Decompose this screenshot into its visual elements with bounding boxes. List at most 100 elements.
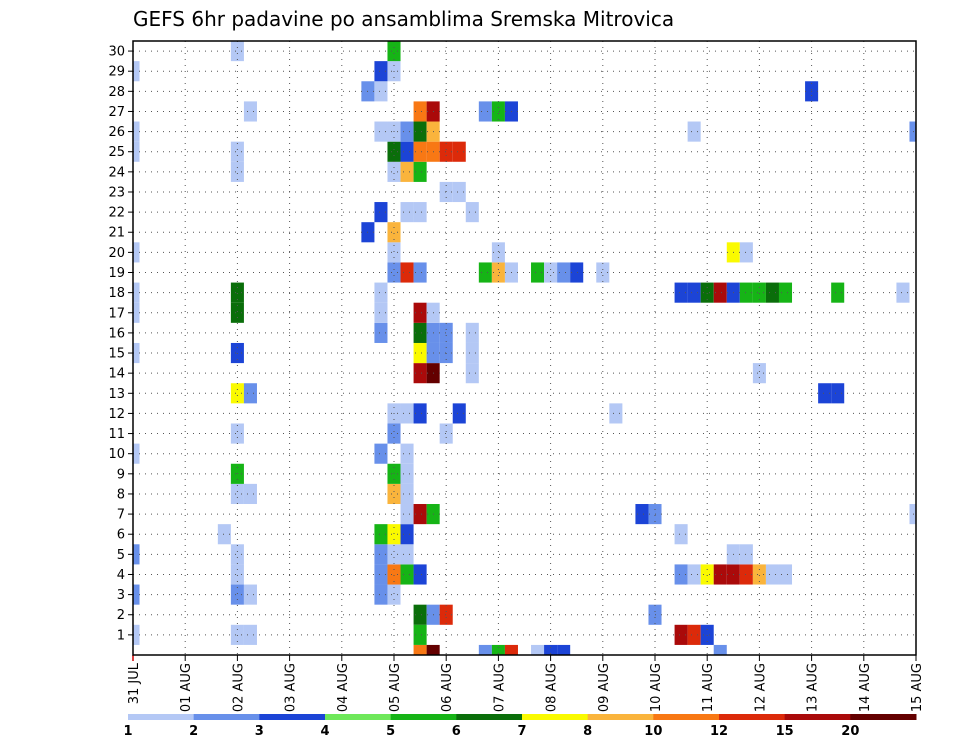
heatmap-cell	[243, 383, 257, 404]
y-tick-label: 18	[108, 286, 125, 301]
x-tick-label: 05 AUG	[388, 663, 403, 712]
heatmap-cell	[230, 383, 244, 404]
legend: 1 2 3 4 5 6 7 8 10 12 15 20	[123, 714, 917, 739]
heatmap-cell	[687, 121, 701, 142]
heatmap-cell	[452, 141, 466, 162]
heatmap-cell	[478, 101, 492, 122]
heatmap-cell	[778, 564, 793, 585]
heatmap-cell	[400, 403, 414, 424]
heatmap-cell	[439, 604, 453, 625]
heatmap-cell	[133, 584, 140, 605]
y-tick-label: 21	[108, 226, 125, 241]
heatmap-cell	[230, 141, 244, 162]
heatmap-cell	[831, 282, 845, 303]
heatmap-cell	[374, 564, 388, 585]
y-tick-label: 11	[108, 427, 125, 442]
x-tick-label: 12 AUG	[753, 663, 768, 712]
heatmap-cell	[557, 644, 571, 655]
heatmap-cell	[739, 242, 753, 263]
heatmap-cell	[387, 222, 401, 243]
heatmap-cell	[413, 141, 427, 162]
heatmap-cell	[544, 262, 558, 283]
heatmap-cell	[570, 262, 584, 283]
y-tick-label: 30	[108, 45, 125, 60]
y-tick-label: 17	[108, 306, 125, 321]
heatmap-cell	[831, 383, 845, 404]
heatmap-cell	[439, 141, 453, 162]
heatmap-cell	[765, 564, 779, 585]
y-tick-label: 6	[117, 528, 125, 543]
heatmap-cell	[713, 282, 727, 303]
heatmap-cell	[387, 161, 401, 182]
x-tick-label: 15 AUG	[910, 663, 925, 712]
heatmap-cell	[491, 101, 505, 122]
heatmap-cell	[400, 564, 414, 585]
y-tick-label: 15	[108, 347, 125, 362]
heatmap-cell	[230, 423, 244, 444]
y-tick-label: 24	[108, 165, 125, 180]
legend-label: 5	[386, 724, 395, 739]
legend-swatch	[587, 714, 654, 720]
legend-swatch	[193, 714, 260, 720]
heatmap-cell	[133, 242, 140, 263]
heatmap-cell	[374, 443, 388, 464]
heatmap-cell	[752, 282, 766, 303]
y-tick-label: 4	[117, 568, 125, 583]
heatmap-cell	[413, 322, 427, 343]
heatmap-cell	[739, 544, 753, 565]
x-tick-label: 06 AUG	[440, 663, 455, 712]
heatmap-cell	[133, 624, 140, 645]
heatmap-cell	[439, 322, 453, 343]
heatmap-cell	[674, 524, 688, 545]
heatmap-cell	[778, 282, 793, 303]
heatmap-cell	[452, 181, 466, 203]
y-tick-label: 1	[117, 628, 125, 643]
heatmap-cell	[413, 624, 427, 645]
heatmap-cell	[400, 202, 414, 223]
heatmap-cell	[413, 504, 427, 525]
heatmap-cell	[426, 644, 440, 655]
heatmap-cell	[133, 121, 140, 142]
heatmap-cell	[465, 202, 479, 223]
heatmap-cell	[374, 61, 388, 82]
x-tick-label: 01 AUG	[179, 663, 194, 712]
y-tick-label: 9	[117, 467, 125, 482]
y-tick-label: 22	[108, 206, 125, 221]
heatmap-cell	[765, 282, 779, 303]
heatmap-cell	[674, 564, 688, 585]
legend-swatch	[653, 714, 720, 720]
y-tick-label: 13	[108, 387, 125, 402]
heatmap-cell	[504, 644, 518, 655]
legend-label: 4	[320, 724, 329, 739]
heatmap-cell	[400, 463, 414, 484]
heatmap-cell	[387, 242, 401, 263]
heatmap-cell	[230, 302, 244, 323]
y-tick-label: 5	[117, 548, 125, 563]
heatmap-cell	[531, 644, 545, 655]
legend-swatch	[325, 714, 392, 720]
heatmap-cell	[465, 363, 479, 384]
axis-layer: 1234567891011121314151617181920212223242…	[108, 45, 925, 713]
y-tick-label: 3	[117, 588, 125, 603]
heatmap-cell	[387, 483, 401, 505]
y-tick-label: 14	[108, 367, 125, 382]
heatmap-cell	[400, 161, 414, 182]
x-tick-label: 14 AUG	[858, 663, 873, 712]
heatmap-cell	[133, 282, 140, 303]
heatmap-cell	[374, 282, 388, 303]
legend-label: 7	[517, 724, 526, 739]
heatmap-cell	[439, 423, 453, 444]
heatmap-cell	[413, 161, 427, 182]
x-tick-label: 09 AUG	[597, 663, 612, 712]
heatmap-cell	[478, 644, 492, 655]
heatmap-cell	[713, 564, 727, 585]
heatmap-cell	[387, 544, 401, 565]
x-tick-label: 03 AUG	[284, 663, 299, 712]
y-tick-label: 23	[108, 185, 125, 200]
heatmap-cell	[387, 524, 401, 545]
heatmap-cell	[818, 383, 832, 404]
heatmap-cell	[133, 141, 140, 162]
y-tick-label: 16	[108, 326, 125, 341]
y-tick-label: 19	[108, 266, 125, 281]
